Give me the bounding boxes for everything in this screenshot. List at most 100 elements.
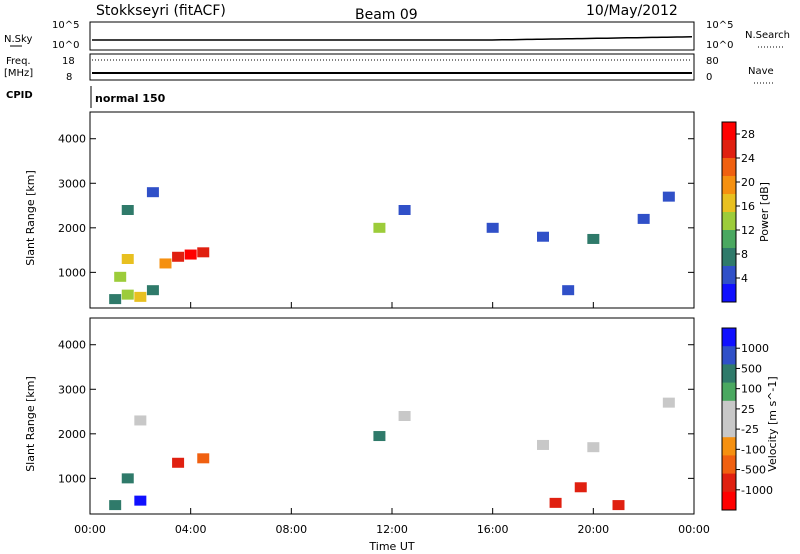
velocity-yticks: 1000 2000 3000 4000 — [58, 339, 694, 485]
date-label: 10/May/2012 — [586, 3, 678, 19]
data-cell — [146, 187, 159, 198]
data-cell — [549, 497, 562, 508]
colorbar-swatch — [722, 437, 736, 456]
freq-tick-high: 18 — [62, 56, 75, 67]
colorbar-tick-label: 16 — [741, 200, 755, 213]
colorbar-tick-label: 20 — [741, 176, 755, 189]
data-cell — [537, 439, 549, 450]
colorbar-swatch — [722, 230, 736, 249]
nsky-panel — [89, 21, 695, 51]
x-tick-label: 16:00 — [477, 523, 509, 536]
data-cell — [184, 249, 197, 260]
velocity-cells — [109, 397, 675, 511]
power-colorbar: 4 8 12 16 20 24 28 — [721, 121, 755, 303]
x-tick-label: 00:00 — [74, 523, 106, 536]
colorbar-swatch — [722, 248, 736, 267]
colorbar-tick-label: 25 — [741, 403, 755, 416]
data-cell — [197, 247, 210, 258]
data-cell — [662, 397, 675, 408]
data-cell — [114, 271, 127, 282]
colorbar-swatch — [722, 212, 736, 231]
y-tick-label: 4000 — [58, 339, 86, 352]
data-cell — [587, 442, 600, 453]
data-cell — [134, 291, 147, 302]
colorbar-swatch — [722, 455, 736, 475]
colorbar-swatch — [722, 364, 736, 384]
y-tick-label: 1000 — [58, 266, 86, 279]
data-cell — [637, 213, 650, 224]
data-cell — [159, 258, 172, 269]
colorbar-tick-label: 24 — [741, 152, 755, 165]
colorbar-frame — [721, 121, 737, 303]
colorbar-swatch — [722, 176, 736, 195]
data-cell — [121, 289, 134, 300]
colorbar-tick-label: 4 — [741, 272, 748, 285]
colorbar-swatch — [722, 328, 736, 347]
data-cell — [109, 500, 122, 511]
freq-unit-label: [MHz] — [4, 68, 33, 79]
colorbar-tick-label: 8 — [741, 248, 748, 261]
velocity-panel: Slant Range [km] 1000 2000 3000 4000 — [24, 317, 695, 515]
colorbar-swatch — [722, 400, 736, 420]
station-title: Stokkseyri (fitACF) — [96, 3, 226, 19]
colorbar-swatch — [722, 284, 736, 303]
power-yticks: 1000 2000 3000 4000 — [58, 133, 694, 279]
y-tick-label: 2000 — [58, 428, 86, 441]
data-cell — [574, 482, 587, 493]
colorbar-tick-label: 1000 — [741, 342, 769, 355]
nsky-label: N.Sky — [4, 34, 32, 45]
colorbar-tick-label: -500 — [741, 464, 766, 477]
y-tick-label: 2000 — [58, 222, 86, 235]
colorbar-swatch — [722, 140, 736, 159]
power-ylabel: Slant Range [km] — [24, 170, 37, 266]
data-cell — [121, 473, 134, 484]
x-tick-label: 04:00 — [175, 523, 207, 536]
colorbar-swatch — [722, 382, 736, 402]
data-cell — [172, 457, 185, 468]
x-tick-label: 20:00 — [577, 523, 609, 536]
velocity-ylabel: Slant Range [km] — [24, 376, 37, 472]
data-cell — [398, 411, 411, 421]
data-cell — [134, 415, 147, 426]
power-frame — [89, 111, 695, 309]
data-cell — [373, 222, 386, 233]
x-tick-label: 08:00 — [275, 523, 307, 536]
nave-tick-high: 80 — [706, 56, 719, 67]
cpid-label: CPID — [6, 90, 33, 101]
freq-panel — [89, 53, 695, 81]
colorbar-swatch — [722, 122, 736, 141]
y-tick-label: 1000 — [58, 472, 86, 485]
cpid-value: normal 150 — [95, 92, 166, 105]
colorbar-tick-label: -25 — [741, 423, 759, 436]
data-cell — [172, 251, 185, 262]
nsearch-label: N.Search — [745, 30, 790, 41]
data-cell — [398, 205, 411, 215]
colorbar-swatch — [722, 158, 736, 177]
power-cells — [109, 187, 675, 305]
colorbar-tick-label: -1000 — [741, 484, 773, 497]
freq-label: Freq. — [6, 56, 31, 67]
data-cell — [146, 285, 159, 296]
data-cell — [486, 222, 499, 233]
colorbar-swatch — [722, 346, 736, 365]
velocity-frame — [89, 317, 695, 515]
colorbar-tick-label: 500 — [741, 362, 762, 375]
data-cell — [197, 453, 210, 464]
velocity-colorbar-label: Velocity [m s^-1] — [766, 376, 779, 471]
colorbar-frame — [721, 327, 737, 511]
y-tick-label: 4000 — [58, 133, 86, 146]
data-cell — [121, 254, 134, 264]
power-colorbar-label: Power [dB] — [758, 182, 771, 242]
data-cell — [121, 205, 134, 215]
x-axis-label: Time UT — [368, 540, 414, 553]
power-panel: Slant Range [km] 1000 2000 3000 4000 — [24, 111, 695, 309]
y-tick-label: 3000 — [58, 177, 86, 190]
nsky-trace — [92, 36, 693, 41]
data-cell — [662, 191, 675, 202]
data-cell — [612, 500, 625, 511]
nsky-tick-high: 10^5 — [52, 20, 79, 31]
x-tick-label: 00:00 — [678, 523, 710, 536]
nsearch-tick-low: 10^0 — [706, 40, 733, 51]
colorbar-tick-label: 12 — [741, 224, 755, 237]
